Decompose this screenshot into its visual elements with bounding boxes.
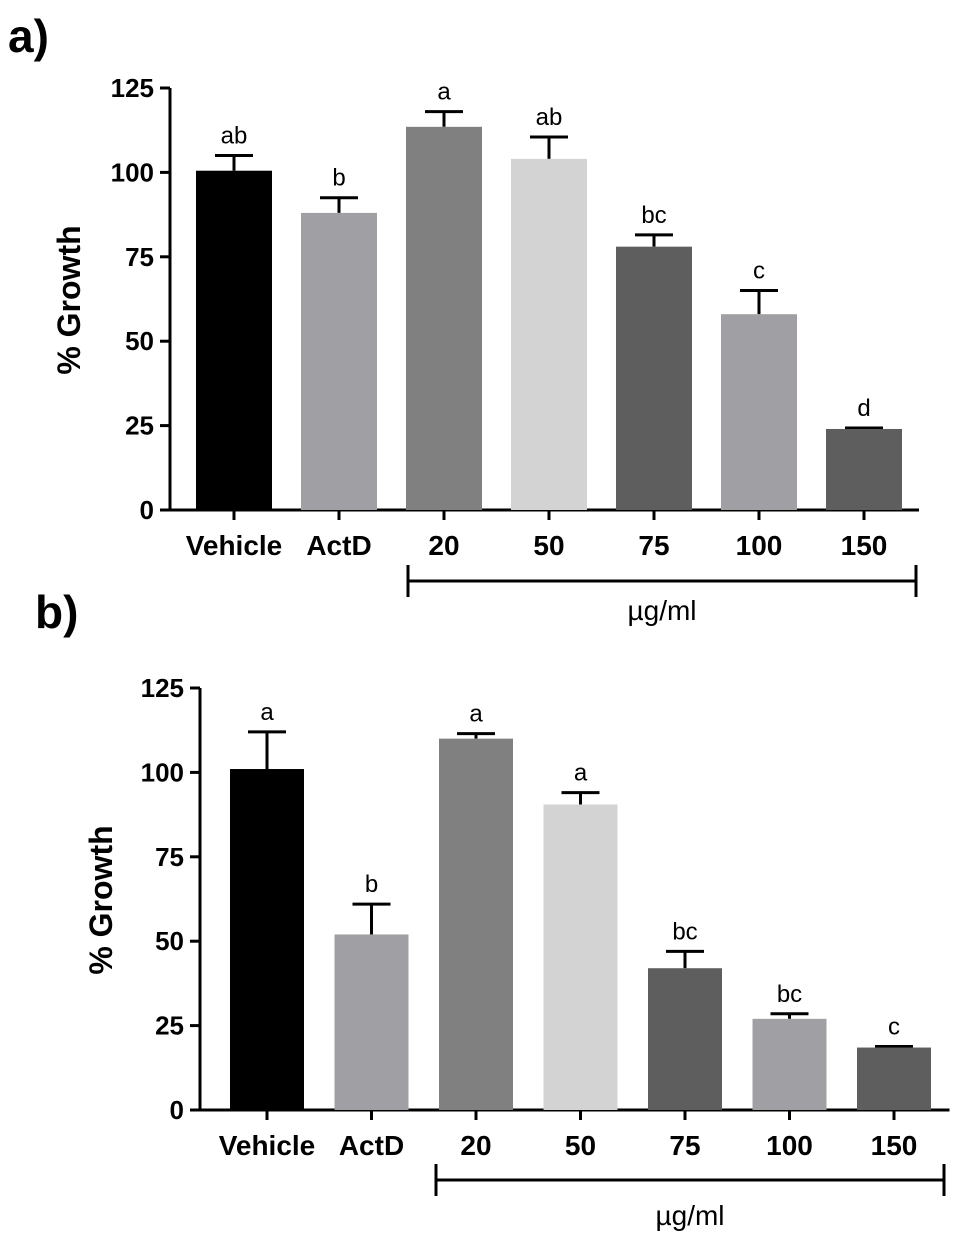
y-tick-label: 75 bbox=[125, 242, 154, 272]
panel-b: b) % Growth 0 25 50 75 100 125 Vehicle a ActD b 20 a 5… bbox=[35, 586, 950, 1231]
significance-label: a bbox=[260, 699, 274, 726]
x-tick-label: Vehicle bbox=[186, 530, 283, 561]
x-tick-label: 75 bbox=[669, 1130, 700, 1161]
bar bbox=[721, 314, 797, 510]
significance-label: d bbox=[857, 395, 870, 422]
panel-a: a) % Growth 0 25 50 75 100 125 Vehicle ab ActD b 20 a… bbox=[8, 10, 919, 626]
x-tick-label: 100 bbox=[736, 530, 783, 561]
y-axis-label: % Growth bbox=[83, 825, 119, 974]
significance-label: a bbox=[574, 760, 588, 787]
x-tick-label: Vehicle bbox=[219, 1130, 316, 1161]
bar bbox=[196, 170, 272, 510]
significance-label: c bbox=[888, 1014, 900, 1041]
significance-label: b bbox=[365, 871, 378, 898]
significance-label: bc bbox=[641, 202, 666, 229]
bar bbox=[511, 158, 587, 510]
significance-label: b bbox=[332, 165, 345, 192]
x-tick-label: 20 bbox=[428, 530, 459, 561]
y-tick-label: 50 bbox=[155, 926, 184, 956]
significance-label: ab bbox=[221, 123, 248, 150]
bar bbox=[406, 126, 482, 510]
bar bbox=[334, 934, 409, 1110]
x-tick-label: 150 bbox=[841, 530, 888, 561]
significance-label: c bbox=[753, 258, 765, 285]
significance-label: a bbox=[469, 701, 483, 728]
y-tick-label: 100 bbox=[111, 157, 154, 187]
group-bracket-label: µg/ml bbox=[655, 1200, 724, 1231]
x-tick-label: ActD bbox=[306, 530, 371, 561]
bar bbox=[301, 212, 377, 511]
group-bracket-label: µg/ml bbox=[627, 595, 696, 626]
y-tick-label: 0 bbox=[140, 495, 154, 525]
y-tick-label: 25 bbox=[125, 411, 154, 441]
x-tick-label: 50 bbox=[565, 1130, 596, 1161]
y-tick-label: 100 bbox=[141, 757, 184, 787]
y-tick-label: 125 bbox=[141, 673, 184, 703]
bar bbox=[543, 804, 618, 1110]
bar bbox=[439, 738, 513, 1110]
x-tick-label: 100 bbox=[766, 1130, 813, 1161]
y-tick-label: 125 bbox=[111, 73, 154, 103]
significance-label: a bbox=[437, 79, 451, 106]
y-tick-label: 75 bbox=[155, 842, 184, 872]
bar bbox=[752, 1018, 827, 1110]
bar bbox=[826, 428, 902, 510]
panel-label: a) bbox=[8, 10, 49, 62]
y-axis-label: % Growth bbox=[51, 225, 87, 374]
y-tick-label: 0 bbox=[170, 1095, 184, 1125]
bar bbox=[616, 246, 692, 510]
x-tick-label: ActD bbox=[339, 1130, 404, 1161]
panel-label: b) bbox=[35, 586, 78, 638]
x-tick-label: 150 bbox=[871, 1130, 918, 1161]
bar bbox=[857, 1047, 931, 1110]
x-tick-label: 50 bbox=[533, 530, 564, 561]
significance-label: bc bbox=[672, 918, 697, 945]
y-tick-label: 25 bbox=[155, 1011, 184, 1041]
bar bbox=[230, 769, 304, 1110]
y-tick-label: 50 bbox=[125, 326, 154, 356]
x-tick-label: 75 bbox=[638, 530, 669, 561]
significance-label: bc bbox=[777, 981, 802, 1008]
significance-label: ab bbox=[536, 104, 563, 131]
x-tick-label: 20 bbox=[460, 1130, 491, 1161]
bar bbox=[648, 968, 722, 1110]
